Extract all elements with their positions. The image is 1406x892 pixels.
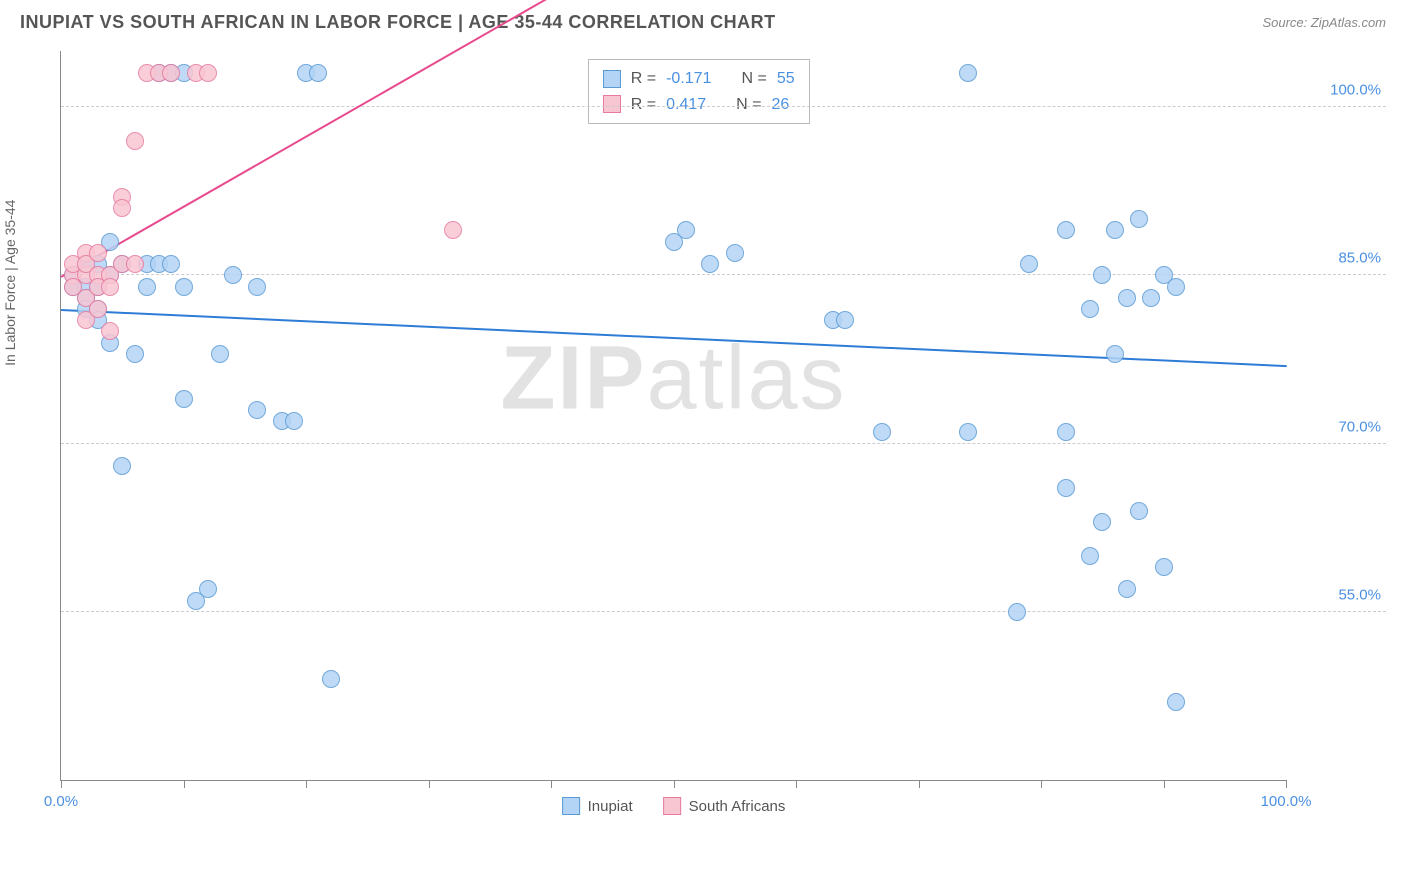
x-tick — [61, 780, 62, 788]
trendline-inupiat — [61, 309, 1287, 367]
x-tick — [1286, 780, 1287, 788]
data-point — [1167, 278, 1185, 296]
gridline — [61, 106, 1386, 107]
y-tick-label: 55.0% — [1338, 586, 1381, 603]
data-point — [101, 278, 119, 296]
data-point — [126, 132, 144, 150]
stats-row: R = -0.171 N = 55 — [603, 66, 795, 92]
x-tick — [184, 780, 185, 788]
data-point — [162, 64, 180, 82]
chart-container: In Labor Force | Age 35-44 ZIPatlas R =-… — [20, 41, 1386, 841]
x-tick-label: 100.0% — [1261, 793, 1312, 810]
bottom-legend: Inupiat South Africans — [562, 797, 786, 815]
data-point — [175, 390, 193, 408]
data-point — [959, 423, 977, 441]
data-point — [1020, 255, 1038, 273]
data-point — [1130, 502, 1148, 520]
chart-title: INUPIAT VS SOUTH AFRICAN IN LABOR FORCE … — [20, 12, 776, 33]
legend-swatch — [663, 797, 681, 815]
legend-item: South Africans — [663, 797, 786, 815]
y-tick-label: 85.0% — [1338, 250, 1381, 267]
legend-swatch — [562, 797, 580, 815]
data-point — [322, 670, 340, 688]
data-point — [836, 311, 854, 329]
data-point — [1130, 210, 1148, 228]
data-point — [126, 345, 144, 363]
data-point — [1081, 300, 1099, 318]
chart-header: INUPIAT VS SOUTH AFRICAN IN LABOR FORCE … — [0, 0, 1406, 41]
data-point — [1167, 693, 1185, 711]
data-point — [1008, 603, 1026, 621]
data-point — [162, 255, 180, 273]
data-point — [1081, 547, 1099, 565]
x-tick — [674, 780, 675, 788]
data-point — [101, 322, 119, 340]
data-point — [199, 64, 217, 82]
y-tick-label: 70.0% — [1338, 418, 1381, 435]
data-point — [1142, 289, 1160, 307]
data-point — [1118, 289, 1136, 307]
data-point — [89, 300, 107, 318]
data-point — [726, 244, 744, 262]
data-point — [248, 401, 266, 419]
chart-source: Source: ZipAtlas.com — [1262, 15, 1386, 30]
n-label: N = — [741, 66, 766, 92]
plot-area: ZIPatlas R =-0.171N =55R =0.417N =26 Inu… — [60, 51, 1286, 781]
x-tick — [306, 780, 307, 788]
data-point — [138, 278, 156, 296]
data-point — [126, 255, 144, 273]
y-axis-label: In Labor Force | Age 35-44 — [2, 200, 18, 366]
legend-label: Inupiat — [588, 798, 633, 815]
y-tick-label: 100.0% — [1330, 82, 1381, 99]
gridline — [61, 443, 1386, 444]
data-point — [1155, 558, 1173, 576]
data-point — [873, 423, 891, 441]
data-point — [1106, 221, 1124, 239]
r-label: R = — [631, 66, 656, 92]
data-point — [701, 255, 719, 273]
x-tick — [1164, 780, 1165, 788]
data-point — [1057, 423, 1075, 441]
x-tick-label: 0.0% — [44, 793, 78, 810]
r-value: -0.171 — [666, 66, 711, 92]
legend-swatch — [603, 70, 621, 88]
data-point — [199, 580, 217, 598]
data-point — [285, 412, 303, 430]
legend-swatch — [603, 95, 621, 113]
data-point — [1118, 580, 1136, 598]
data-point — [1093, 266, 1111, 284]
data-point — [175, 278, 193, 296]
data-point — [89, 244, 107, 262]
data-point — [1057, 221, 1075, 239]
gridline — [61, 611, 1386, 612]
data-point — [113, 199, 131, 217]
stats-box: R =-0.171N =55R =0.417N =26 — [588, 59, 810, 124]
x-tick — [796, 780, 797, 788]
data-point — [248, 278, 266, 296]
legend-label: South Africans — [689, 798, 786, 815]
n-value: 55 — [777, 66, 795, 92]
data-point — [677, 221, 695, 239]
stats-row: R = 0.417 N = 26 — [603, 92, 795, 118]
data-point — [113, 457, 131, 475]
r-label: R = — [631, 92, 656, 118]
x-tick — [919, 780, 920, 788]
n-label: N = — [736, 92, 761, 118]
data-point — [444, 221, 462, 239]
data-point — [224, 266, 242, 284]
data-point — [1106, 345, 1124, 363]
x-tick — [429, 780, 430, 788]
data-point — [211, 345, 229, 363]
legend-item: Inupiat — [562, 797, 633, 815]
n-value: 26 — [771, 92, 789, 118]
data-point — [1057, 479, 1075, 497]
data-point — [1093, 513, 1111, 531]
r-value: 0.417 — [666, 92, 706, 118]
data-point — [959, 64, 977, 82]
data-point — [309, 64, 327, 82]
gridline — [61, 274, 1386, 275]
x-tick — [551, 780, 552, 788]
x-tick — [1041, 780, 1042, 788]
